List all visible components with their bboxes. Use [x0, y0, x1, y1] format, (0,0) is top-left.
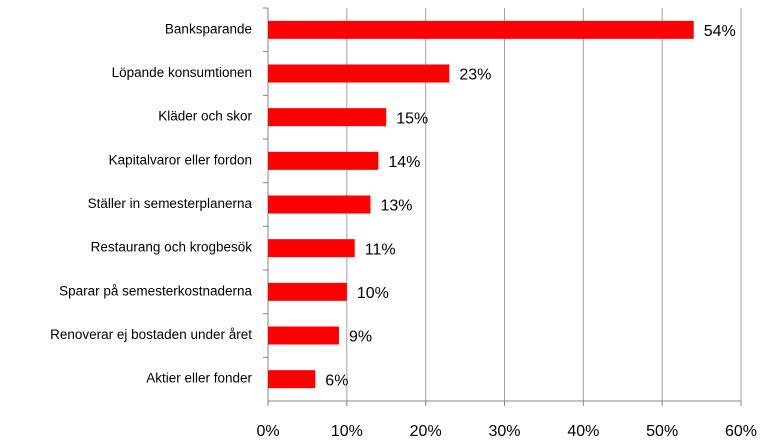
x-tick-label: 40%: [567, 423, 599, 440]
bar: [268, 326, 339, 345]
value-label: 13%: [380, 198, 412, 215]
bar: [268, 282, 347, 301]
value-label: 6%: [325, 372, 348, 389]
bar: [268, 195, 371, 214]
category-label: Aktier eller fonder: [146, 371, 252, 386]
bar: [268, 370, 316, 389]
bar: [268, 239, 355, 258]
value-label: 14%: [388, 154, 420, 171]
category-label: Kapitalvaror eller fordon: [109, 152, 252, 167]
category-label: Restaurang och krogbesök: [91, 240, 253, 255]
x-tick-label: 30%: [488, 423, 520, 440]
value-label: 9%: [349, 329, 372, 346]
value-label: 11%: [365, 241, 396, 258]
x-tick-label: 20%: [410, 423, 442, 440]
x-tick-label: 50%: [646, 423, 678, 440]
x-tick-label: 60%: [725, 423, 757, 440]
category-label: Sparar på semesterkostnaderna: [59, 283, 252, 298]
value-label: 15%: [396, 110, 428, 127]
value-label: 54%: [704, 23, 736, 40]
bar: [268, 64, 450, 83]
bar: [268, 108, 387, 127]
category-label: Löpande konsumtionen: [112, 65, 252, 80]
category-label: Renoverar ej bostaden under året: [50, 327, 252, 342]
x-tick-label: 0%: [256, 423, 279, 440]
x-tick-label: 10%: [331, 423, 363, 440]
value-label: 23%: [459, 67, 491, 84]
category-label: Ställer in semesterplanerna: [88, 196, 253, 211]
bar: [268, 20, 694, 39]
category-label: Banksparande: [165, 21, 252, 36]
category-label: Kläder och skor: [158, 109, 252, 124]
value-label: 10%: [357, 285, 389, 302]
bar: [268, 151, 379, 170]
